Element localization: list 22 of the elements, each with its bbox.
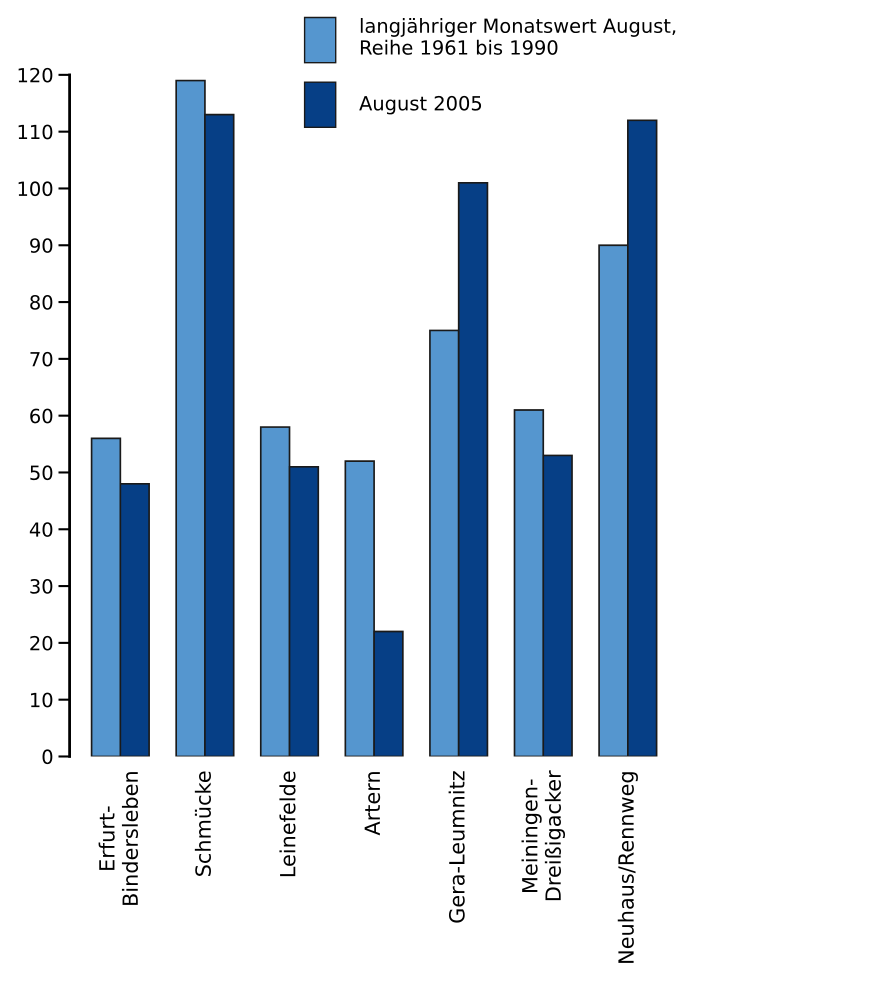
x-tick-label: Artern [364, 772, 380, 836]
y-tick-label: 60 [30, 408, 52, 424]
x-tick-label: Schmücke [194, 771, 211, 876]
x-tick-label: Gera-Leumnitz [448, 771, 465, 923]
y-tick-label: 30 [30, 579, 52, 594]
x-tick-label: Meiningen- Dreißigacker [522, 770, 566, 900]
y-tick-label: 110 [18, 124, 52, 140]
legend-label: langjähriger Monatswert August, Reihe 1961 bis 1990 [360, 18, 676, 55]
y-tick-label: 70 [30, 352, 52, 367]
x-tick-label: Leinefelde [279, 771, 296, 876]
y-tick-label: 20 [30, 636, 52, 651]
y-tick-label: 80 [30, 295, 52, 310]
x-tick-label: Erfurt- Bindersleben [98, 772, 138, 905]
y-tick-label: 40 [30, 522, 52, 537]
y-tick-label: 120 [18, 68, 52, 83]
y-tick-label: 90 [30, 238, 52, 253]
legend-label: August 2005 [359, 96, 482, 114]
y-tick-label: 100 [18, 181, 52, 196]
y-tick-label: 0 [42, 749, 52, 764]
y-tick-label: 50 [30, 465, 52, 480]
x-tick-label: Neuhaus/Rennweg [618, 772, 638, 963]
y-tick-label: 10 [31, 692, 52, 708]
